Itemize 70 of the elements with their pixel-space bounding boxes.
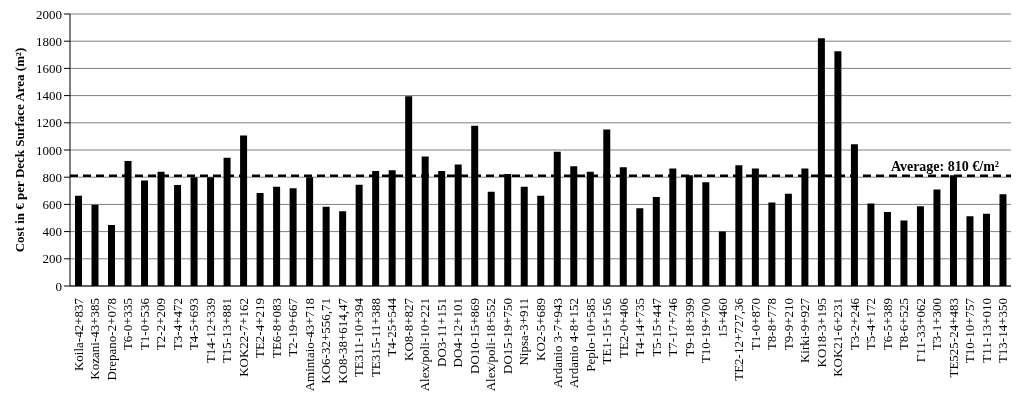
x-tick-label: Nipsa-3+911 [516,298,532,366]
x-tick-label: Koila-42+837 [70,297,86,372]
x-tick-label: KO8-8+827 [400,297,416,361]
x-tick-label: TE315-11+388 [367,298,383,378]
x-tick-label: TE2-0+406 [615,297,631,359]
x-tick-label: T6-5+389 [879,298,895,351]
x-tick-label: Amintaio-43+718 [301,298,317,392]
y-tick-label: 0 [55,278,62,294]
y-tick-label: 400 [42,224,62,240]
x-tick-label: T8-6+525 [896,298,912,351]
y-tick-label: 600 [42,197,62,213]
x-tick-label: DO3-11+151 [433,298,449,367]
x-tick-label: T13-14+350 [995,298,1011,364]
y-axis-title: Cost in € per Deck Surface Area (m²) [11,47,27,253]
x-tick-label: Alex/poli-10+221 [417,298,433,392]
x-tick-label: T3-2+246 [846,297,862,351]
y-tick-label: 200 [42,251,62,267]
x-tick-label: Kirki-9+927 [797,297,813,364]
x-tick-label: T5-4+172 [863,298,879,351]
x-tick-label: T15-13+881 [219,298,235,364]
x-tick-label: T2-2+209 [153,298,169,351]
y-tick-label: 1000 [36,142,62,158]
x-tick-label: TE525-24+483 [945,298,961,378]
x-tick-label: T2-19+667 [285,297,301,357]
x-tick-label: T11-13+010 [978,298,994,363]
x-tick-label: T1-0+536 [136,297,152,351]
x-tick-label: T5-15+447 [648,297,664,357]
x-tick-label: KO6-32+556,71 [318,298,334,384]
y-tick-label: 800 [42,169,62,185]
x-tick-label: DO4-12+101 [450,298,466,368]
x-tick-label: KOK22-7+162 [235,298,251,377]
x-tick-label: T4-25+544 [384,297,400,357]
ref-line-label: Average: 810 €/m² [890,158,999,174]
x-tick-label: Kozani-43+385 [87,298,103,380]
x-tick-label: T10-10+757 [962,297,978,364]
x-tick-label: T6-0+335 [120,298,136,351]
x-tick-label: T3-1+300 [929,298,945,351]
x-tick-label: T9-18+399 [681,298,697,357]
y-tick-label: 2000 [36,6,62,22]
x-tick-label: Drepano-2+078 [103,298,119,381]
x-tick-label: T3-4+472 [169,298,185,351]
x-tick-label: T1-0+870 [747,298,763,351]
y-tick-label: 1400 [36,88,62,104]
x-tick-label: TE1-15+156 [599,297,615,365]
x-tick-label: T10-19+700 [698,298,714,364]
x-tick-label: KOK21-6+231 [830,298,846,377]
x-tick-label: T8-8+778 [764,298,780,351]
x-tick-label: DO15-19+750 [499,298,515,374]
x-tick-label: TE2-12+727,36 [731,297,747,381]
x-tick-label: T4-14+735 [632,298,648,357]
x-tick-label: TE2-4+219 [252,298,268,359]
y-tick-label: 1800 [36,33,62,49]
x-tick-label: Ardanio 4-8+152 [566,298,582,389]
x-tick-label: TE311-10+394 [351,297,367,378]
x-tick-label: T9-9+210 [780,298,796,351]
x-tick-label: KO2-5+689 [533,298,548,361]
x-tick-label: Ardanio 3-7+943 [549,298,565,389]
x-tick-label: DO10-15+869 [466,298,482,374]
y-tick-label: 1600 [36,61,62,77]
x-tick-label: 15+460 [714,298,730,338]
y-tick-label: 1200 [36,115,62,131]
x-tick-label: KO8-38+614,47 [334,297,350,384]
x-tick-label: KO18-3+195 [813,298,829,368]
x-tick-label: T4-5+693 [186,298,202,351]
x-tick-label: T14-12+339 [202,298,218,364]
x-tick-label: Peplo-10+585 [582,298,598,372]
x-tick-label: T7-17+746 [665,297,681,357]
x-tick-label: Γ11-33+062 [912,298,928,363]
x-tick-label: TE6-8+083 [268,298,284,359]
x-tick-label: Alex/poli-18+552 [483,298,499,392]
